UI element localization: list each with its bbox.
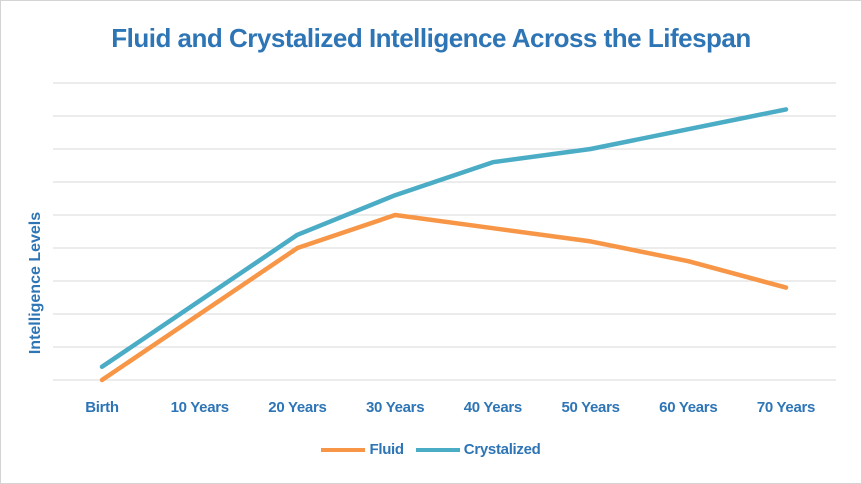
x-tick-label: Birth <box>85 399 119 416</box>
legend-item-fluid: Fluid <box>321 441 404 458</box>
series-lines <box>99 107 789 383</box>
legend-item-crystalized: Crystalized <box>415 441 541 458</box>
legend: Fluid Crystalized <box>1 441 861 458</box>
x-tick-label: 60 Years <box>659 399 717 416</box>
x-tick-label: 50 Years <box>561 399 619 416</box>
x-tick-label: 20 Years <box>268 399 326 416</box>
legend-label-fluid: Fluid <box>369 441 404 458</box>
series-line-fluid <box>99 212 789 383</box>
x-tick-label: 40 Years <box>464 399 522 416</box>
legend-label-crystalized: Crystalized <box>463 441 541 458</box>
chart-title: Fluid and Crystalized Intelligence Acros… <box>111 23 751 53</box>
x-tick-label: 70 Years <box>757 399 815 416</box>
series-line-crystalized <box>99 107 789 370</box>
x-tick-label: 30 Years <box>366 399 424 416</box>
x-tick-labels: Birth 10 Years 20 Years 30 Years 40 Years 50 … <box>85 399 815 416</box>
x-tick-label: 10 Years <box>171 399 229 416</box>
legend-swatch-crystalized <box>415 447 460 452</box>
legend-swatch-fluid <box>321 447 366 452</box>
